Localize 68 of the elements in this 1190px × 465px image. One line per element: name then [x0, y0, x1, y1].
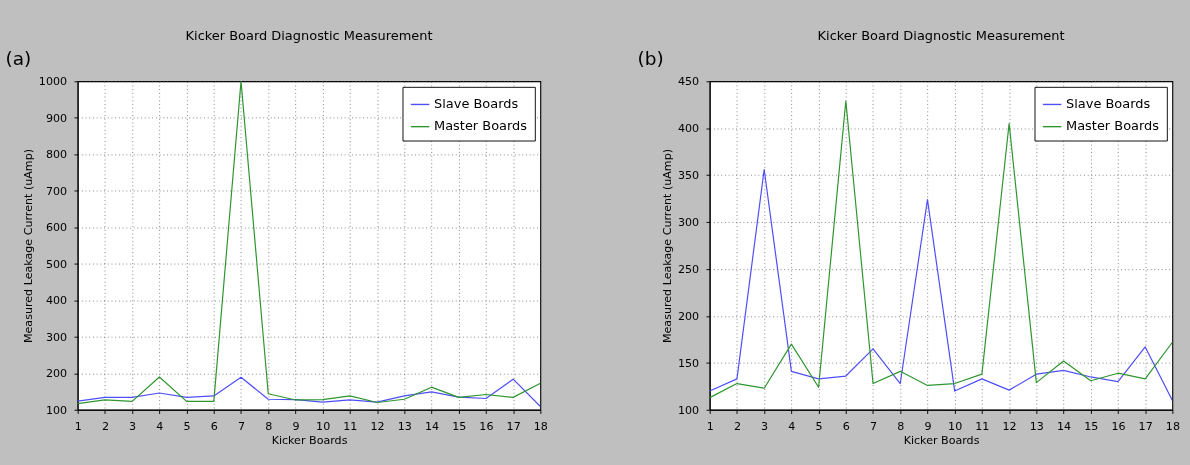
y-tick-label: 200 — [677, 310, 700, 324]
x-tick-label: 10 — [948, 419, 963, 433]
y-tick-label: 600 — [45, 221, 68, 235]
y-tick-label: 800 — [45, 148, 68, 162]
y-tick-label: 400 — [677, 122, 700, 136]
x-tick-label: 8 — [897, 419, 905, 433]
x-tick-label: 11 — [975, 419, 990, 433]
x-tick-label: 5 — [183, 419, 191, 433]
y-axis-title: Measured Leakage Current (uAmp) — [661, 148, 675, 344]
y-tick-label: 200 — [45, 367, 68, 381]
x-tick-label: 10 — [316, 419, 331, 433]
chart-title: Kicker Board Diagnostic Measurement — [817, 27, 1065, 43]
x-tick-label: 14 — [1056, 419, 1072, 433]
y-axis-title: Measured Leakage Current (uAmp) — [22, 148, 36, 344]
y-tick-label: 450 — [677, 75, 700, 89]
x-tick-label: 6 — [842, 419, 850, 433]
legend-label: Master Boards — [1066, 118, 1160, 134]
x-tick-label: 9 — [924, 419, 932, 433]
chart-title: Kicker Board Diagnostic Measurement — [185, 27, 433, 43]
legend-label: Slave Boards — [433, 96, 519, 112]
x-tick-label: 7 — [237, 419, 246, 433]
x-tick-label: 2 — [101, 419, 109, 433]
y-tick-label: 700 — [45, 184, 68, 198]
x-tick-label: 12 — [370, 419, 385, 433]
x-axis-title: Kicker Boards — [903, 433, 980, 447]
y-tick-label: 500 — [45, 257, 68, 271]
y-tick-label: 250 — [677, 263, 700, 277]
x-tick-label: 18 — [1165, 419, 1180, 433]
x-tick-label: 8 — [265, 419, 273, 433]
line-series — [709, 168, 1173, 402]
x-tick-label: 12 — [1002, 419, 1017, 433]
x-tick-label: 9 — [292, 419, 300, 433]
x-tick-label: 1 — [74, 419, 82, 433]
line-series — [709, 100, 1173, 399]
y-tick-label: 100 — [45, 403, 68, 417]
x-tick-label: 11 — [343, 419, 358, 433]
x-tick-label: 7 — [869, 419, 878, 433]
legend-label: Slave Boards — [1066, 96, 1151, 112]
x-tick-label: 2 — [733, 419, 741, 433]
x-tick-label: 16 — [1111, 419, 1126, 433]
y-tick-label: 300 — [45, 330, 68, 344]
x-tick-label: 3 — [129, 419, 137, 433]
x-tick-label: 13 — [1029, 419, 1044, 433]
x-tick-label: 5 — [815, 419, 823, 433]
x-tick-label: 17 — [506, 419, 521, 433]
x-tick-label: 16 — [479, 419, 494, 433]
x-tick-label: 15 — [1084, 419, 1099, 433]
y-tick-label: 100 — [677, 403, 700, 417]
x-tick-label: 14 — [424, 419, 440, 433]
y-tick-label: 300 — [677, 216, 700, 230]
y-tick-label: 400 — [45, 294, 68, 308]
y-tick-label: 1000 — [38, 75, 68, 89]
x-axis-title: Kicker Boards — [271, 433, 348, 447]
x-tick-label: 3 — [761, 419, 769, 433]
x-tick-label: 4 — [788, 419, 796, 433]
text: (a) — [5, 47, 32, 69]
x-tick-label: 4 — [156, 419, 164, 433]
text: (b) — [637, 47, 664, 69]
legend-label: Master Boards — [433, 118, 528, 134]
y-tick-label: 900 — [45, 111, 68, 125]
x-tick-label: 13 — [397, 419, 412, 433]
x-tick-label: 18 — [533, 419, 548, 433]
x-tick-label: 6 — [210, 419, 218, 433]
y-tick-label: 350 — [677, 169, 700, 183]
x-tick-label: 15 — [452, 419, 467, 433]
x-tick-label: 1 — [706, 419, 714, 433]
y-tick-label: 150 — [677, 357, 700, 371]
x-tick-label: 17 — [1138, 419, 1153, 433]
